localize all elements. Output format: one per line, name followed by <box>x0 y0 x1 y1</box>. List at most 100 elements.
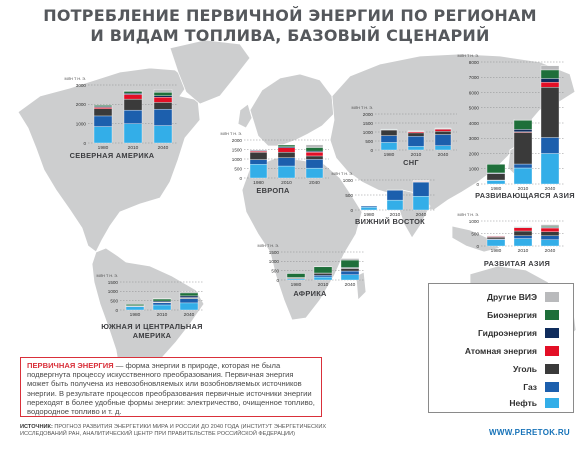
region-chart: 0 500 1000 1500 2000 МЛН Т Н. Э. 1980 2010 2040 С… <box>352 106 457 167</box>
legend-label: Биоэнергия <box>487 310 537 320</box>
bar-segment-oil <box>340 274 360 281</box>
page-title: ПОТРЕБЛЕНИЕ ПЕРВИЧНОЙ ЭНЕРГИИ ПО РЕГИОНА… <box>0 6 580 46</box>
x-tick-label: 1980 <box>491 248 502 254</box>
y-tick-label: 0 <box>476 182 479 187</box>
bar-segment-coal <box>305 155 324 160</box>
title-line-1: ПОТРЕБЛЕНИЕ ПЕРВИЧНОЙ ЭНЕРГИИ ПО РЕГИОНА… <box>43 6 537 25</box>
site-link[interactable]: WWW.PERETOK.RU <box>489 428 570 437</box>
y-tick-label: 0 <box>83 141 86 146</box>
bar-segment-gas <box>305 159 324 169</box>
y-tick-label: 0 <box>476 244 479 249</box>
y-tick-label: 0 <box>115 308 118 313</box>
legend-label: Гидроэнергия <box>478 328 537 338</box>
bar-segment-gas <box>123 109 143 124</box>
bar-segment-coal <box>249 152 268 160</box>
bar-segment-other <box>540 224 560 227</box>
bar-segment-oil <box>486 239 506 247</box>
unit-label: МЛН Т Н. Э. <box>332 172 353 176</box>
y-tick-label: 1000 <box>469 167 480 172</box>
x-tick-label: 2040 <box>184 312 195 318</box>
legend-swatch <box>545 346 559 356</box>
bar-segment-nuclear <box>540 82 560 88</box>
region-chart: 0 500 1000 МЛН Т Н. Э. 1980 2010 2040 РАЗВИТАЯ … <box>458 213 565 268</box>
bar-segment-coal <box>486 173 506 181</box>
x-tick-label: 2010 <box>318 282 329 288</box>
region-label: СНГ <box>403 158 419 167</box>
region-label: АФРИКА <box>293 289 327 298</box>
bar-segment-other <box>412 180 430 182</box>
bar-segment-oil <box>513 238 533 247</box>
x-tick-label: 2010 <box>518 248 529 254</box>
bar-segment-gas <box>340 270 360 275</box>
region-label: АМЕРИКА <box>133 331 172 340</box>
region-label: РАЗВИВАЮЩАЯСЯ АЗИЯ <box>475 191 575 200</box>
unit-label: МЛН Т Н. Э. <box>65 77 86 81</box>
bar-segment-other <box>513 119 533 121</box>
region-chart: 0 500 1000 1500 МЛН Т Н. Э. 1980 2010 2040 ЮЖНАЯ… <box>97 274 204 340</box>
y-tick-label: 500 <box>271 268 279 273</box>
bar-segment-gas <box>434 134 452 146</box>
y-tick-label: 0 <box>276 278 279 283</box>
bar-segment-bio <box>123 91 143 94</box>
bar-segment-oil <box>249 164 268 179</box>
bar-segment-bio <box>340 259 360 268</box>
x-tick-label: 2040 <box>438 152 449 158</box>
x-tick-label: 2040 <box>158 145 169 151</box>
bar-segment-bio <box>125 304 145 306</box>
bar-segment-gas <box>360 205 378 208</box>
bar-segment-nuclear <box>153 97 173 103</box>
unit-label: МЛН Т Н. Э. <box>458 54 479 58</box>
bar-segment-oil <box>407 146 425 151</box>
bar-segment-nuclear <box>123 94 143 100</box>
bar-segment-oil <box>380 142 398 151</box>
unit-label: МЛН Т Н. Э. <box>97 274 118 278</box>
bar-segment-hydro <box>179 295 199 298</box>
region-chart: 0 1000 2000 3000 МЛН Т Н. Э. 1980 2010 2040СЕВЕ… <box>65 77 178 160</box>
y-tick-label: 1500 <box>108 280 119 285</box>
definition-note: ПЕРВИЧНАЯ ЭНЕРГИЯ — форма энергии в прир… <box>20 357 322 417</box>
bar-segment-oil <box>123 123 143 144</box>
note-text: — форма энергии в природе, которая не бы… <box>27 361 315 417</box>
x-tick-label: 1980 <box>130 312 141 318</box>
bar-segment-coal <box>434 131 452 135</box>
region-chart: 0 500 1000 1500 МЛН Т Н. Э. 1980 2010 2040 АФРИК… <box>258 244 365 298</box>
x-tick-label: 2040 <box>309 180 320 186</box>
bar-segment-nuclear <box>434 129 452 132</box>
bar-segment-gas <box>153 108 173 126</box>
x-tick-label: 2010 <box>518 186 529 192</box>
legend-swatch <box>545 292 559 302</box>
y-tick-label: 3000 <box>469 136 480 141</box>
y-tick-label: 500 <box>345 193 353 198</box>
bar-segment-nuclear <box>93 107 113 109</box>
bar-segment-gas <box>313 275 333 278</box>
bar-segment-oil <box>277 165 296 179</box>
bar-segment-bio <box>305 147 324 152</box>
x-tick-label: 2010 <box>281 180 292 186</box>
bar-segment-nuclear <box>277 147 296 153</box>
x-tick-label: 1980 <box>491 186 502 192</box>
legend-item-gas: Газ <box>429 380 573 394</box>
y-tick-label: 1000 <box>232 157 243 162</box>
bar-segment-coal <box>486 237 506 240</box>
bar-segment-gas <box>386 190 404 201</box>
y-tick-label: 0 <box>239 176 242 181</box>
bar-segment-oil <box>313 276 333 281</box>
bar-segment-gas <box>249 159 268 165</box>
unit-label: МЛН Т Н. Э. <box>258 244 279 248</box>
map-north-america <box>17 67 201 253</box>
y-tick-label: 500 <box>234 166 242 171</box>
legend: Другие ВИЭ Биоэнергия Гидроэнергия Атомная … <box>428 283 574 413</box>
y-tick-label: 2000 <box>469 151 480 156</box>
x-tick-label: 2040 <box>545 248 556 254</box>
legend-item-hydro: Гидроэнергия <box>429 326 573 340</box>
y-tick-label: 1000 <box>343 178 354 183</box>
bar-segment-gas <box>513 235 533 239</box>
bar-segment-bio <box>286 273 306 278</box>
bar-segment-gas <box>277 157 296 167</box>
bar-segment-other <box>540 65 560 71</box>
y-tick-label: 5000 <box>469 106 480 111</box>
bar-segment-oil <box>412 196 430 211</box>
bar-segment-hydro <box>513 129 533 133</box>
x-tick-label: 1980 <box>364 212 375 218</box>
unit-label: МЛН Т Н. Э. <box>458 213 479 217</box>
